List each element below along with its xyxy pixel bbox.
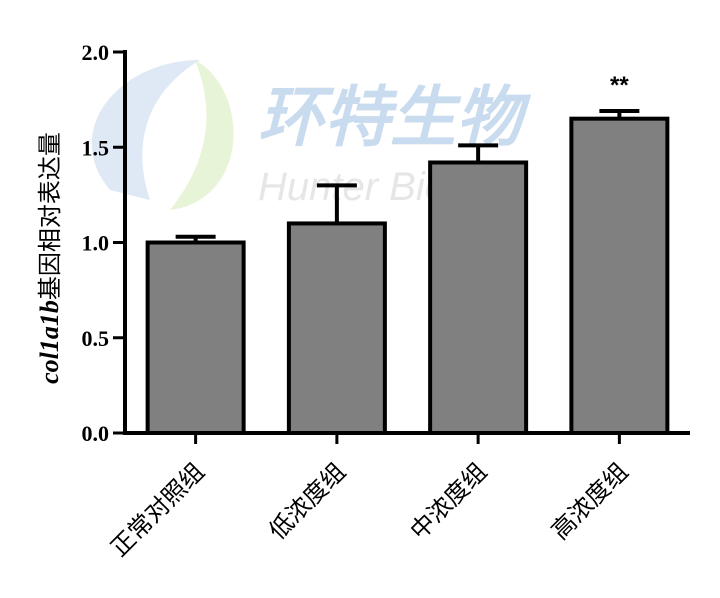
x-tick-label: 中浓度组 [405, 457, 493, 545]
watermark-title-cn: 环特生物 [258, 79, 532, 156]
y-axis-label-gene: col1a1b [35, 300, 64, 384]
x-tick-label: 正常对照组 [105, 457, 210, 562]
y-axis-label: col1a1b基因相对表达量 [35, 132, 64, 384]
bar [569, 116, 670, 436]
y-axis-label-text: 基因相对表达量 [36, 132, 64, 300]
watermark-leaf-green-icon [170, 60, 234, 210]
bar [428, 160, 529, 436]
significance-label: ** [610, 72, 629, 99]
y-tick-label: 0.0 [82, 421, 110, 446]
watermark: 环特生物 Hunter Biotech [91, 60, 532, 210]
x-tick-label: 高浓度组 [546, 457, 634, 545]
x-tick-label: 低浓度组 [263, 457, 351, 545]
y-tick-label: 1.5 [82, 135, 110, 160]
y-tick-label: 2.0 [82, 40, 110, 65]
bar [286, 221, 387, 435]
y-tick-label: 1.0 [82, 231, 110, 256]
watermark-leaf-icon [91, 60, 200, 200]
bar [145, 240, 246, 435]
y-tick-label: 0.5 [82, 326, 110, 351]
